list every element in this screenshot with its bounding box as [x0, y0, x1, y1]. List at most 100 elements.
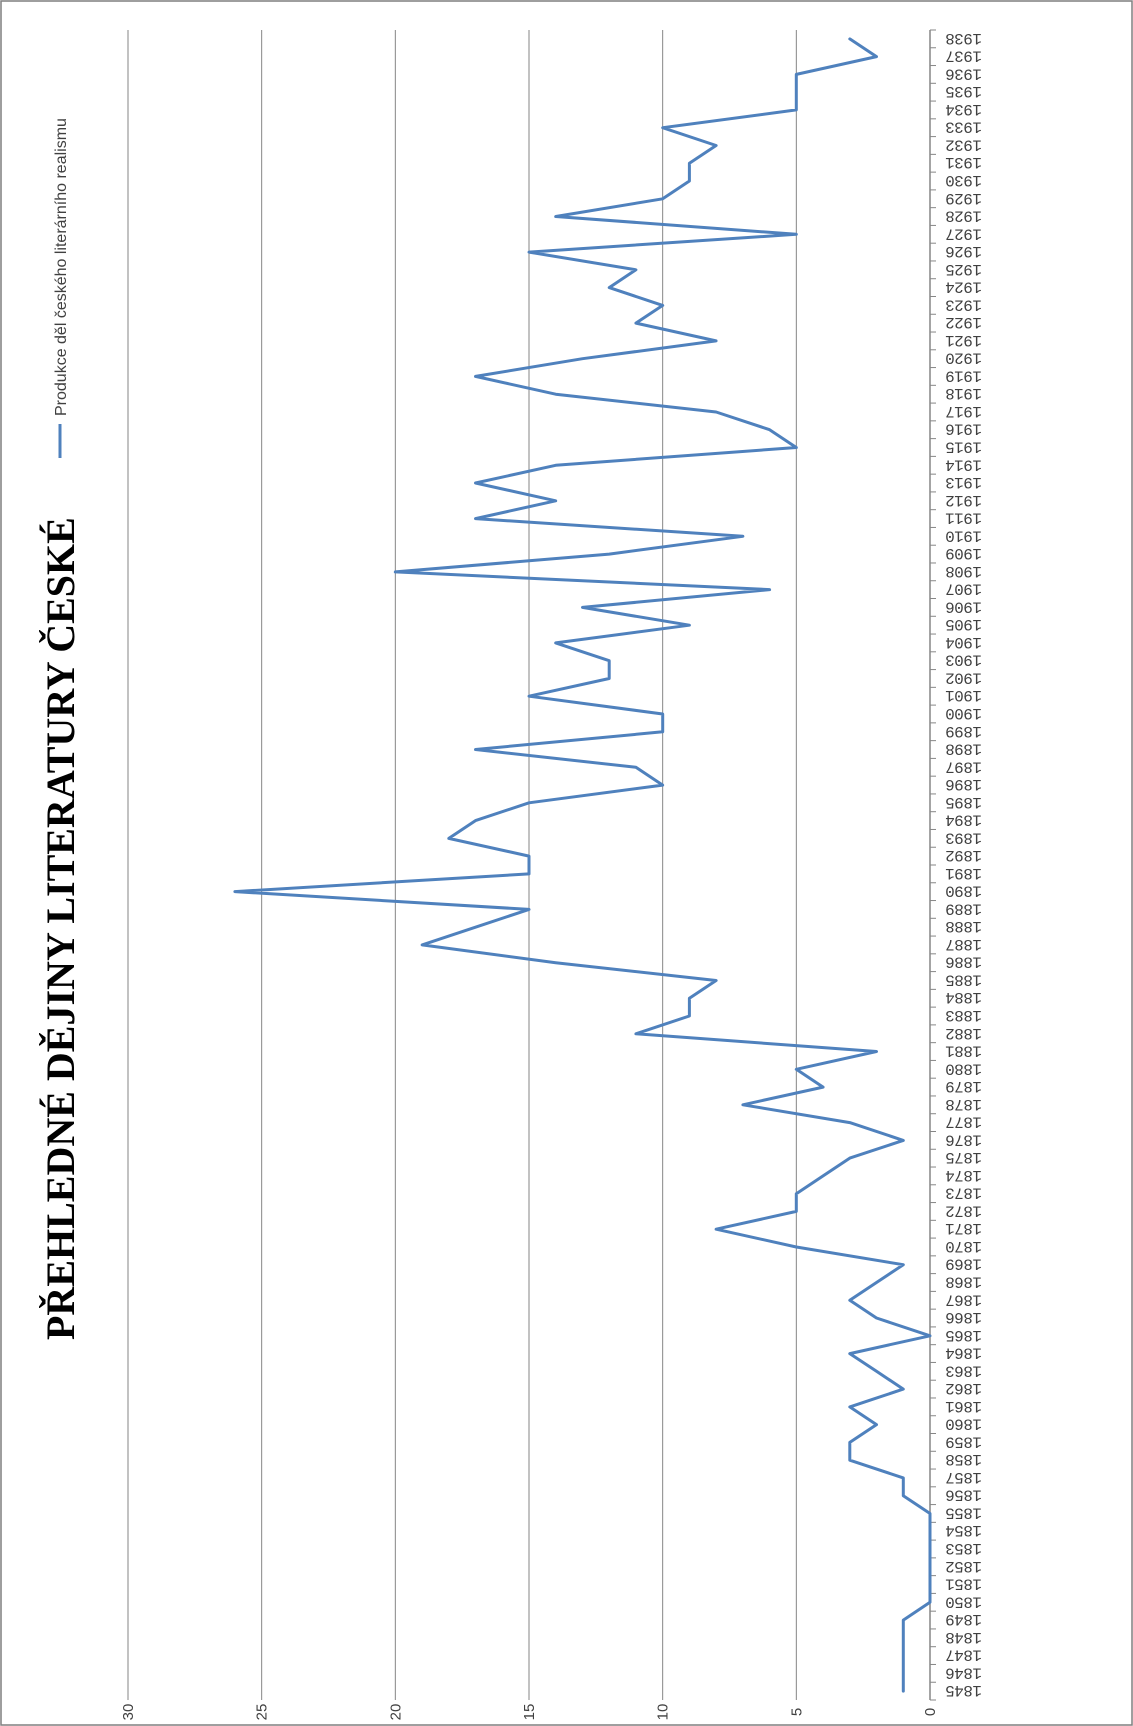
x-tick-label: 1928: [946, 207, 982, 225]
x-tick-label: 1858: [946, 1450, 982, 1468]
x-tick-label: 1879: [946, 1077, 982, 1095]
x-tick-label: 1918: [946, 384, 982, 402]
x-tick-label: 1845: [946, 1681, 982, 1699]
x-tick-label: 1914: [946, 455, 982, 473]
x-tick-label: 1896: [946, 775, 982, 793]
x-tick-label: 1929: [946, 189, 982, 207]
x-tick-label: 1938: [946, 29, 982, 47]
x-tick-label: 1868: [946, 1273, 982, 1291]
x-tick-label: 1865: [946, 1326, 982, 1344]
x-tick-label: 1898: [946, 740, 982, 758]
series-lines: [233, 37, 932, 1693]
x-tick-label: 1872: [946, 1201, 982, 1219]
legend: Produkce děl českého literárního realism…: [53, 118, 70, 458]
x-tick-label: 1860: [946, 1415, 982, 1433]
x-tick-label: 1871: [946, 1219, 982, 1237]
x-tick-label: 1854: [946, 1521, 982, 1539]
x-tick-label: 1932: [946, 135, 982, 153]
x-tick-label: 1925: [946, 260, 982, 278]
gridlines: [127, 29, 936, 1701]
x-tick-label: 1924: [946, 278, 982, 296]
y-tick-label: 20: [387, 1704, 404, 1721]
title-group: PŘEHLEDNÉ DĚJINY LITERATURY ČESKÉ: [38, 517, 83, 1340]
x-tick-label: 1917: [946, 402, 982, 420]
x-tick-label: 1895: [946, 793, 982, 811]
x-tick-label: 1861: [946, 1397, 982, 1415]
x-tick-label: 1864: [946, 1344, 982, 1362]
x-tick-label: 1881: [946, 1042, 982, 1060]
x-tick-label: 1848: [946, 1628, 982, 1646]
x-tick-label: 1921: [946, 331, 982, 349]
x-tick-label: 1889: [946, 899, 982, 917]
x-tick-label: 1900: [946, 704, 982, 722]
x-tick-label: 1880: [946, 1059, 982, 1077]
x-tick-label: 1875: [946, 1148, 982, 1166]
x-tick-label: 1902: [946, 668, 982, 686]
x-tick-label: 1923: [946, 295, 982, 313]
y-tick-label: 15: [521, 1704, 538, 1721]
x-tick-label: 1859: [946, 1432, 982, 1450]
x-tick-label: 1870: [946, 1237, 982, 1255]
x-tick-label: 1885: [946, 970, 982, 988]
legend-label: Produkce děl českého literárního realism…: [53, 118, 70, 416]
x-tick-label: 1855: [946, 1503, 982, 1521]
x-tick-label: 1856: [946, 1486, 982, 1504]
x-tick-label: 1907: [946, 580, 982, 598]
x-tick-label: 1884: [946, 988, 982, 1006]
x-tick-label: 1920: [946, 349, 982, 367]
x-tick-label: 1937: [946, 47, 982, 65]
x-tick-label: 1931: [946, 153, 982, 171]
chart-title: PŘEHLEDNÉ DĚJINY LITERATURY ČESKÉ: [38, 517, 83, 1340]
x-tick-label: 1887: [946, 935, 982, 953]
x-tick-label: 1926: [946, 242, 982, 260]
x-tick-label: 1916: [946, 420, 982, 438]
x-tick-label: 1846: [946, 1663, 982, 1681]
x-tick-label: 1892: [946, 846, 982, 864]
x-tick-label: 1853: [946, 1539, 982, 1557]
x-tick-label: 1850: [946, 1592, 982, 1610]
y-tick-label: 0: [922, 1708, 939, 1716]
x-tick-label: 1904: [946, 633, 982, 651]
y-tick-label: 30: [120, 1704, 137, 1721]
x-tick-label: 1852: [946, 1557, 982, 1575]
x-tick-label: 1906: [946, 597, 982, 615]
x-tick-label: 1913: [946, 473, 982, 491]
x-tick-label: 1873: [946, 1184, 982, 1202]
y-tick-label: 5: [788, 1708, 805, 1716]
x-tick-label: 1876: [946, 1130, 982, 1148]
x-tick-label: 1901: [946, 686, 982, 704]
x-tick-label: 1936: [946, 64, 982, 82]
x-tick-label: 1862: [946, 1379, 982, 1397]
x-tick-label: 1910: [946, 526, 982, 544]
x-tick-label: 1930: [946, 171, 982, 189]
x-tick-label: 1886: [946, 953, 982, 971]
x-tick-label: 1851: [946, 1575, 982, 1593]
x-tick-label: 1869: [946, 1255, 982, 1273]
x-tick-label: 1866: [946, 1308, 982, 1326]
x-tick-label: 1893: [946, 828, 982, 846]
x-tick-label: 1915: [946, 438, 982, 456]
x-tick-label: 1888: [946, 917, 982, 935]
y-tick-label: 10: [655, 1704, 672, 1721]
x-tick-label: 1882: [946, 1024, 982, 1042]
x-tick-label: 1908: [946, 562, 982, 580]
x-tick-label: 1934: [946, 100, 982, 118]
x-tick-label: 1927: [946, 224, 982, 242]
x-tick-label: 1890: [946, 882, 982, 900]
x-tick-label: 1899: [946, 722, 982, 740]
x-tick-label: 1905: [946, 615, 982, 633]
x-tick-label: 1919: [946, 366, 982, 384]
x-tick-label: 1911: [946, 509, 982, 527]
x-tick-label: 1877: [946, 1113, 982, 1131]
x-tick-label: 1847: [946, 1646, 982, 1664]
x-axis-tick-labels: 1845184618471848184918501851185218531854…: [946, 29, 982, 1699]
x-tick-label: 1897: [946, 757, 982, 775]
series-line: [233, 37, 932, 1693]
y-axis-tick-labels: 0 5 10 15 20 25 30: [120, 1704, 939, 1721]
x-tick-label: 1903: [946, 651, 982, 669]
x-tick-label: 1894: [946, 811, 982, 829]
x-tick-label: 1874: [946, 1166, 982, 1184]
x-tick-label: 1883: [946, 1006, 982, 1024]
